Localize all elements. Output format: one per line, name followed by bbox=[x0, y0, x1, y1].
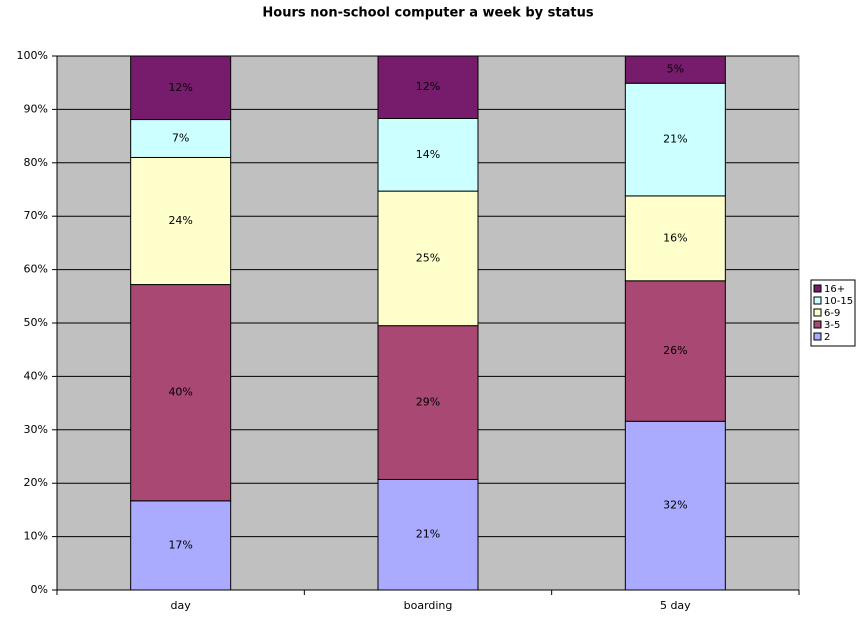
bar-segment bbox=[377, 190, 479, 327]
data-label: 24% bbox=[168, 214, 192, 227]
chart-title: Hours non-school computer a week by stat… bbox=[262, 6, 593, 21]
legend-swatch bbox=[813, 308, 822, 317]
y-tick-label: 0% bbox=[31, 583, 48, 596]
data-label: 21% bbox=[416, 528, 440, 541]
bar-segment bbox=[377, 117, 479, 192]
legend-swatch bbox=[813, 284, 822, 293]
x-tick-label: day bbox=[171, 599, 192, 612]
bar-segment bbox=[130, 119, 232, 158]
bar-segment bbox=[624, 195, 726, 282]
bar-segment bbox=[377, 325, 479, 480]
x-tick-label: boarding bbox=[404, 599, 453, 612]
bar-segment bbox=[624, 82, 726, 197]
legend-label: 10-15 bbox=[824, 296, 853, 307]
legend-swatch bbox=[813, 320, 822, 329]
y-tick-label: 70% bbox=[24, 209, 48, 222]
legend-swatch bbox=[813, 296, 822, 305]
data-label: 5% bbox=[667, 63, 684, 76]
data-label: 7% bbox=[172, 132, 189, 145]
data-label: 12% bbox=[416, 80, 440, 93]
y-tick-label: 10% bbox=[24, 530, 48, 543]
y-tick-label: 40% bbox=[24, 369, 48, 382]
y-tick-label: 100% bbox=[17, 49, 48, 62]
y-tick-label: 90% bbox=[24, 102, 48, 115]
y-tick-label: 50% bbox=[24, 316, 48, 329]
legend-label: 3-5 bbox=[824, 320, 840, 331]
bar-segment bbox=[624, 55, 726, 84]
data-label: 17% bbox=[168, 538, 192, 551]
bar-segment bbox=[624, 420, 726, 591]
legend-swatch bbox=[813, 332, 822, 341]
data-label: 40% bbox=[168, 386, 192, 399]
y-tick-label: 60% bbox=[24, 263, 48, 276]
legend-label: 16+ bbox=[824, 284, 845, 295]
y-tick-label: 30% bbox=[24, 423, 48, 436]
data-label: 16% bbox=[663, 231, 687, 244]
data-label: 21% bbox=[663, 133, 687, 146]
x-tick-label: 5 day bbox=[660, 599, 691, 612]
data-label: 12% bbox=[168, 81, 192, 94]
y-tick-label: 20% bbox=[24, 476, 48, 489]
data-label: 32% bbox=[663, 499, 687, 512]
bar-segment bbox=[624, 280, 726, 422]
data-label: 26% bbox=[663, 344, 687, 357]
data-label: 25% bbox=[416, 251, 440, 264]
bar-segment bbox=[377, 55, 479, 119]
legend-label: 6-9 bbox=[824, 308, 840, 319]
bar-segment bbox=[130, 55, 232, 121]
legend-label: 2 bbox=[824, 332, 830, 343]
bar-segment bbox=[377, 478, 479, 591]
y-tick-label: 80% bbox=[24, 156, 48, 169]
bar-segment bbox=[130, 500, 232, 591]
data-label: 29% bbox=[416, 396, 440, 409]
data-label: 14% bbox=[416, 148, 440, 161]
bar-segment bbox=[130, 284, 232, 502]
